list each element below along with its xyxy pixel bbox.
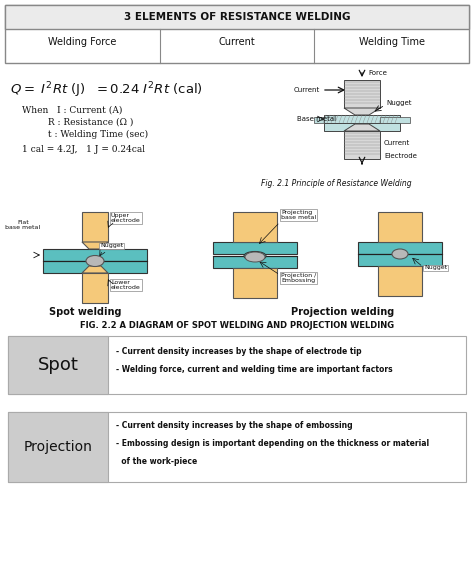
Bar xyxy=(5,5,469,29)
Bar xyxy=(344,131,380,159)
Ellipse shape xyxy=(86,256,104,266)
Bar xyxy=(8,412,108,482)
Ellipse shape xyxy=(392,249,408,259)
Bar xyxy=(43,249,147,261)
Text: - Current density increases by the shape of electrode tip: - Current density increases by the shape… xyxy=(116,347,362,356)
Text: - Welding force, current and welding time are important factors: - Welding force, current and welding tim… xyxy=(116,366,392,374)
Polygon shape xyxy=(82,266,108,273)
Ellipse shape xyxy=(245,252,265,262)
Bar xyxy=(314,117,324,123)
Text: Projection /
Embossing: Projection / Embossing xyxy=(281,273,316,283)
Ellipse shape xyxy=(244,252,266,260)
Bar xyxy=(344,80,380,108)
Bar xyxy=(324,123,400,131)
Bar xyxy=(8,336,108,394)
Text: $Q=\ I^2Rt$$\ \mathrm{(J)}$$\ \ =0.24\ I^2Rt$$\ \mathrm{(cal)}$: $Q=\ I^2Rt$$\ \mathrm{(J)}$$\ \ =0.24\ I… xyxy=(10,80,203,100)
Text: Upper
electrode: Upper electrode xyxy=(111,213,141,224)
Text: Projection welding: Projection welding xyxy=(291,307,394,317)
Text: Current: Current xyxy=(219,37,255,47)
Text: Nugget: Nugget xyxy=(100,244,123,249)
Text: FIG. 2.2 A DIAGRAM OF SPOT WELDING AND PROJECTION WELDING: FIG. 2.2 A DIAGRAM OF SPOT WELDING AND P… xyxy=(80,321,394,329)
Text: 3 ELEMENTS OF RESISTANCE WELDING: 3 ELEMENTS OF RESISTANCE WELDING xyxy=(124,12,350,22)
Text: 1 cal = 4.2J,   1 J = 0.24cal: 1 cal = 4.2J, 1 J = 0.24cal xyxy=(22,145,145,155)
Text: Spot welding: Spot welding xyxy=(49,307,121,317)
Text: Flat
base metal: Flat base metal xyxy=(5,220,41,231)
Text: Nugget: Nugget xyxy=(386,100,411,106)
Bar xyxy=(8,412,466,482)
Bar xyxy=(233,268,277,298)
Text: Projection: Projection xyxy=(24,440,92,454)
Bar xyxy=(43,261,147,273)
Text: R : Resistance (Ω ): R : Resistance (Ω ) xyxy=(22,117,133,127)
Text: Electrode: Electrode xyxy=(384,153,417,159)
Polygon shape xyxy=(82,242,108,249)
Bar xyxy=(82,273,108,303)
Bar xyxy=(358,254,442,266)
Text: Base metal: Base metal xyxy=(297,116,336,122)
Text: Welding Force: Welding Force xyxy=(48,37,117,47)
Text: t : Welding Time (sec): t : Welding Time (sec) xyxy=(22,130,148,138)
Text: When   I : Current (A): When I : Current (A) xyxy=(22,106,122,114)
Text: Current: Current xyxy=(294,87,320,93)
Polygon shape xyxy=(344,108,380,115)
Text: - Current density increases by the shape of embossing: - Current density increases by the shape… xyxy=(116,422,353,430)
Text: Force: Force xyxy=(368,70,387,76)
Bar xyxy=(233,212,277,242)
Bar xyxy=(8,336,466,394)
Bar xyxy=(378,212,422,242)
Bar xyxy=(358,242,442,254)
Bar xyxy=(378,266,422,296)
Bar xyxy=(213,256,297,268)
Bar xyxy=(82,212,108,242)
Text: Projecting
base metal: Projecting base metal xyxy=(281,210,316,220)
Text: Lower
electrode: Lower electrode xyxy=(111,280,141,290)
Text: - Embossing design is important depending on the thickness or material: - Embossing design is important dependin… xyxy=(116,440,429,449)
Bar xyxy=(380,117,410,123)
Polygon shape xyxy=(344,124,380,131)
Text: of the work-piece: of the work-piece xyxy=(116,457,197,467)
Text: Welding Time: Welding Time xyxy=(359,37,425,47)
Bar xyxy=(213,242,297,254)
Text: Spot: Spot xyxy=(37,356,78,374)
Text: Nugget: Nugget xyxy=(424,266,447,270)
Bar xyxy=(5,5,469,63)
Text: Current: Current xyxy=(384,140,410,146)
Bar xyxy=(324,115,400,123)
Text: Fig. 2.1 Principle of Resistance Welding: Fig. 2.1 Principle of Resistance Welding xyxy=(261,179,412,187)
